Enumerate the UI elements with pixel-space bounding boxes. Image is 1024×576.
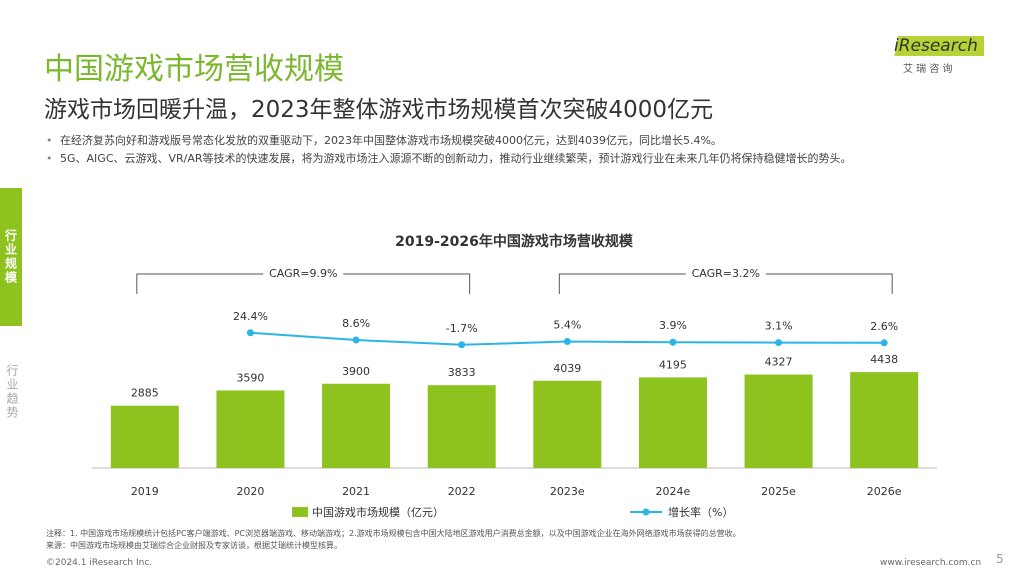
point	[669, 338, 677, 346]
bar-label: 3900	[342, 365, 370, 378]
bar	[427, 385, 496, 468]
x-tick-label: 2023e	[550, 485, 585, 498]
bar-label: 4195	[659, 358, 687, 371]
x-tick-label: 2024e	[656, 485, 691, 498]
bar	[216, 390, 285, 468]
bar-label: 4438	[870, 353, 898, 366]
bar	[744, 374, 813, 468]
logo-sub: 艾 瑞 咨 询	[903, 64, 953, 75]
bar	[110, 405, 179, 468]
annotation: CAGR=3.2%	[692, 267, 760, 280]
slide-subtitle: 游戏市场回暖升温，2023年整体游戏市场规模首次突破4000亿元	[44, 97, 714, 123]
bullet-list: 在经济复苏向好和游戏版号常态化发放的双重驱动下，2023年中国整体游戏市场规模突…	[46, 132, 852, 168]
x-tick-label: 2019	[131, 485, 159, 498]
url: www.iresearch.com.cn	[880, 558, 982, 568]
point	[458, 341, 466, 349]
line-label: 3.9%	[659, 319, 687, 332]
bar-label: 3590	[236, 371, 264, 384]
point	[352, 336, 360, 344]
point	[880, 339, 888, 347]
bar-label: 3833	[448, 366, 476, 379]
sidebar-active[interactable]: 行业规模	[0, 188, 22, 326]
page-number: 5	[996, 552, 1004, 566]
source: 来源：中国游戏市场规模由艾瑞综合企业财报及专家访谈，根据艾瑞统计模型核算。	[46, 541, 342, 550]
sidebar-item[interactable]: 行业趋势	[5, 364, 19, 420]
bar	[533, 380, 602, 468]
chart-title: 2019-2026年中国游戏市场营收规模	[395, 233, 634, 250]
annotation: CAGR=9.9%	[269, 267, 337, 280]
line-label: 2.6%	[870, 320, 898, 333]
bar	[850, 372, 919, 468]
bar	[638, 377, 707, 468]
legend-swatch	[292, 507, 308, 517]
line-label: 24.4%	[233, 310, 268, 323]
line-label: -1.7%	[446, 322, 478, 335]
point	[775, 339, 783, 347]
bullet: 5G、AIGC、云游戏、VR/AR等技术的快速发展，将为游戏市场注入源源不断的创…	[46, 150, 852, 168]
footnote: 注释：1. 中国游戏市场规模统计包括PC客户端游戏、PC浏览器端游戏、移动端游戏…	[46, 529, 741, 538]
x-tick-label: 2026e	[867, 485, 902, 498]
x-tick-label: 2021	[342, 485, 370, 498]
bar	[322, 383, 391, 468]
x-tick-label: 2020	[236, 485, 264, 498]
logo: iResearch	[888, 36, 984, 56]
bar-label: 4327	[765, 356, 793, 369]
legend-label: 中国游戏市场规模（亿元）	[312, 505, 444, 519]
copyright: ©2024.1 iResearch Inc.	[46, 558, 153, 568]
bar-label: 2885	[131, 387, 159, 400]
slide-title: 中国游戏市场营收规模	[44, 52, 344, 87]
point	[246, 329, 254, 337]
x-tick-label: 2022	[448, 485, 476, 498]
line-label: 8.6%	[342, 317, 370, 330]
line-label: 3.1%	[765, 320, 793, 333]
bracket	[136, 273, 471, 294]
legend-swatch	[642, 508, 650, 516]
legend-label: 增长率（%）	[668, 505, 733, 519]
x-tick-label: 2025e	[761, 485, 796, 498]
line-label: 5.4%	[553, 319, 581, 332]
bar-label: 4039	[553, 362, 581, 375]
bullet: 在经济复苏向好和游戏版号常态化发放的双重驱动下，2023年中国整体游戏市场规模突…	[46, 132, 852, 150]
point	[563, 338, 571, 346]
bracket	[558, 273, 893, 294]
